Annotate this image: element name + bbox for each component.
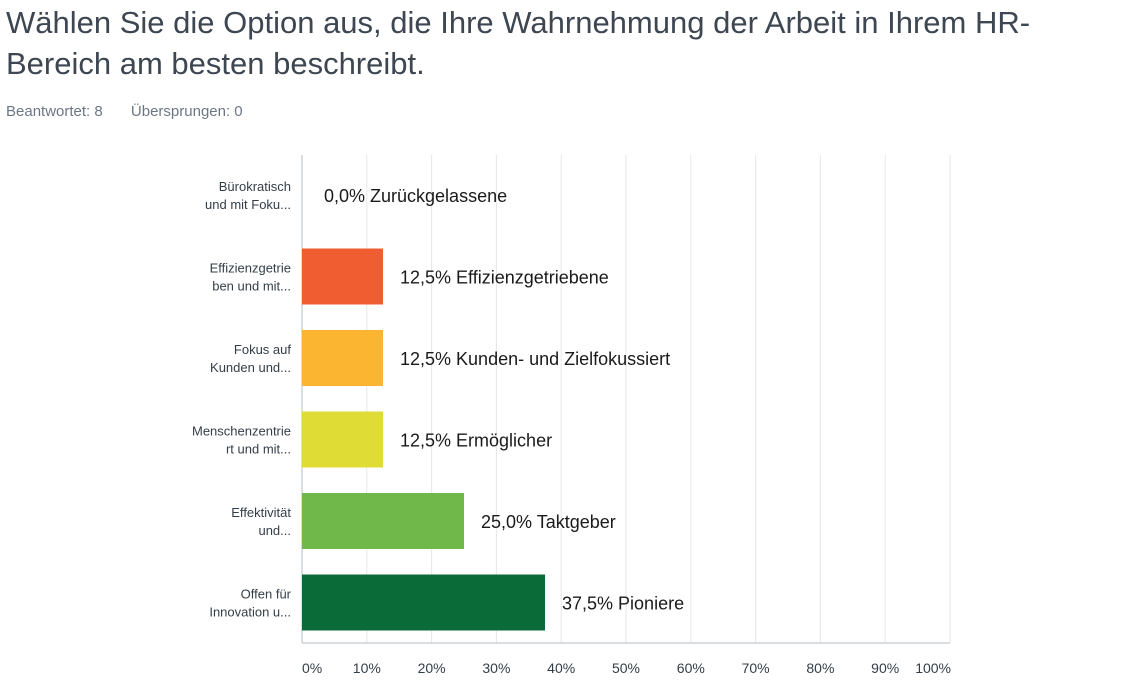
x-tick-label: 50%	[612, 660, 640, 676]
category-label: Offen für Innovation u...	[209, 587, 291, 620]
x-tick-label: 90%	[871, 660, 899, 676]
x-tick-label: 0%	[302, 660, 322, 676]
data-label: 12,5% Kunden- und Zielfokussiert	[400, 349, 670, 369]
x-tick-label: 20%	[418, 660, 446, 676]
question-title: Wählen Sie die Option aus, die Ihre Wahr…	[6, 5, 1031, 81]
bars	[302, 248, 545, 631]
data-label: 37,5% Pioniere	[562, 594, 684, 614]
data-labels: 0,0% Zurückgelassene 12,5% Effizienzgetri…	[324, 186, 684, 614]
category-labels: Bürokratisch und mit Foku... Effizienzgetr…	[192, 179, 292, 620]
data-label: 12,5% Effizienzgetriebene	[400, 268, 609, 288]
x-tick-labels: 0% 10% 20% 30% 40% 50% 60% 70% 80% 90% 100%	[302, 660, 951, 676]
data-label: 0,0% Zurückgelassene	[324, 186, 507, 206]
category-label: Effektivität und...	[231, 505, 291, 538]
bar[interactable]	[302, 248, 383, 305]
data-label: 12,5% Ermöglicher	[400, 431, 552, 451]
category-label: Menschenzentrie rt und mit...	[192, 424, 291, 457]
category-label: Effizienzgetrie ben und mit...	[210, 261, 291, 294]
response-stats: Beantwortet: 8 Übersprungen: 0	[6, 103, 267, 120]
data-label: 25,0% Taktgeber	[481, 512, 616, 532]
x-tick-label: 60%	[677, 660, 705, 676]
category-label: Fokus auf Kunden und...	[210, 342, 291, 375]
x-tick-label: 80%	[806, 660, 834, 676]
x-tick-label: 10%	[353, 660, 381, 676]
bar[interactable]	[302, 493, 464, 549]
x-tick-label: 70%	[742, 660, 770, 676]
gridlines	[301, 155, 951, 644]
bar[interactable]	[302, 574, 545, 631]
skipped-count: Übersprungen: 0	[130, 103, 243, 120]
bar[interactable]	[302, 330, 383, 386]
x-tick-label: 30%	[482, 660, 510, 676]
category-label: Bürokratisch und mit Foku...	[205, 179, 291, 212]
bar[interactable]	[302, 411, 383, 468]
x-tick-label: 40%	[547, 660, 575, 676]
answered-count: Beantwortet: 8	[6, 103, 103, 120]
x-tick-label: 100%	[915, 660, 951, 676]
